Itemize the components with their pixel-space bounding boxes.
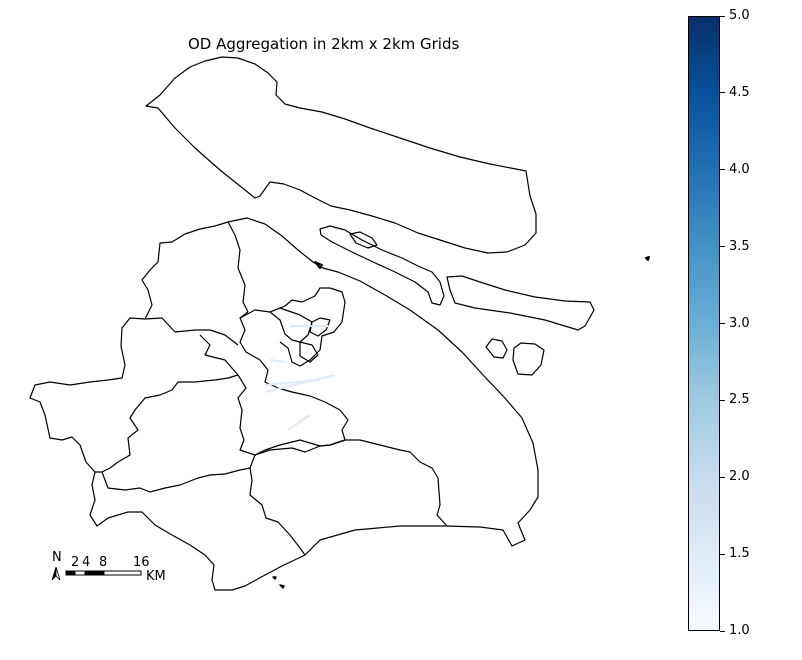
islet-b — [512, 342, 545, 376]
north-arrow-icon — [51, 566, 61, 581]
district-line-1 — [227, 221, 249, 313]
scale-label-2: 2 — [71, 555, 80, 570]
colorbar-tick-label: 2.5 — [729, 392, 750, 408]
colorbar-tick — [720, 630, 725, 632]
colorbar-tick — [720, 399, 725, 401]
offshore-dot-4 — [279, 584, 285, 589]
district-line-8 — [249, 467, 306, 556]
colorbar-tick-label: 3.0 — [729, 315, 750, 331]
scale-label-8: 8 — [99, 555, 108, 570]
chongming-island — [145, 56, 537, 254]
colorbar-tick-label: 4.5 — [729, 84, 750, 100]
colorbar-tick-label: 3.5 — [729, 238, 750, 254]
scale-unit: KM — [146, 569, 166, 584]
colorbar-tick — [720, 169, 725, 171]
offshore-dot-1 — [645, 256, 650, 261]
colorbar-tick-label: 5.0 — [729, 8, 750, 23]
district-line-4 — [144, 317, 239, 346]
colorbar-tick-label: 4.0 — [729, 161, 750, 177]
colorbar — [688, 16, 720, 631]
colorbar-tick — [720, 553, 725, 555]
colorbar-tick-label: 1.5 — [729, 546, 750, 562]
colorbar-tick — [720, 246, 725, 248]
od-grid-traces — [264, 325, 336, 431]
map-title: OD Aggregation in 2km x 2km Grids — [188, 35, 460, 53]
district-line-10 — [309, 317, 331, 337]
north-label: N — [52, 550, 62, 565]
district-line-9 — [269, 307, 313, 343]
colorbar-tick — [720, 476, 725, 478]
district-line-7 — [254, 439, 448, 527]
changxing-island — [319, 225, 445, 306]
scale-label-4: 4 — [82, 555, 91, 570]
colorbar-tick-label: 2.0 — [729, 469, 750, 485]
offshore-dot-3 — [272, 576, 277, 580]
mainland — [29, 217, 539, 591]
small-island — [349, 231, 378, 249]
colorbar-tick — [720, 92, 725, 94]
scale-label-16: 16 — [133, 555, 150, 570]
offshore-dot-2 — [314, 261, 323, 269]
colorbar-tick — [720, 15, 725, 17]
district-line-6 — [101, 454, 256, 493]
islet-a — [485, 338, 508, 359]
district-line-11 — [299, 341, 319, 363]
district-line-5 — [95, 334, 239, 473]
district-line-3 — [237, 311, 349, 456]
colorbar-tick-label: 1.0 — [729, 623, 750, 638]
hengsha-island — [446, 275, 595, 331]
scale-bar — [65, 570, 142, 576]
colorbar-tick — [720, 323, 725, 324]
district-line-2 — [239, 287, 346, 367]
